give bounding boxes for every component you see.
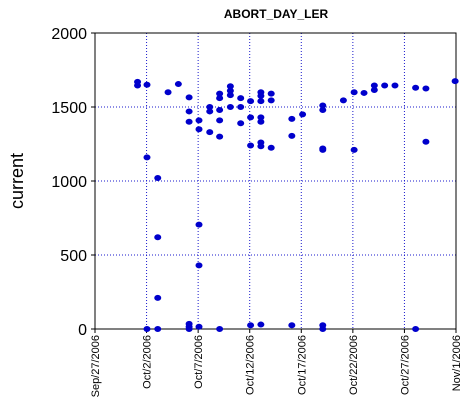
data-point (206, 104, 214, 110)
data-point (319, 326, 327, 332)
data-point (412, 326, 420, 332)
data-point (257, 98, 265, 105)
data-point (267, 90, 275, 97)
data-point (216, 133, 224, 140)
y-axis-ticks: 0 500 1000 1500 2000 (51, 26, 95, 339)
data-point (267, 97, 275, 104)
y-tick-label: 1500 (51, 100, 87, 117)
data-point (339, 97, 347, 104)
data-point (216, 106, 224, 113)
data-point (154, 326, 162, 332)
x-tick-label: Sep/27/2006 (90, 335, 102, 397)
x-axis-ticks: Sep/27/2006 Oct/2/2006 Oct/7/2006 Oct/12/20… (90, 329, 463, 397)
data-point (195, 323, 203, 330)
data-point (216, 117, 224, 124)
x-tick-label: Oct/7/2006 (193, 335, 205, 389)
data-point (381, 82, 389, 89)
data-point (370, 82, 378, 89)
data-point (216, 95, 224, 102)
data-point (154, 234, 162, 241)
data-point (226, 87, 234, 94)
data-point (185, 326, 193, 332)
data-point (237, 120, 245, 127)
data-point (195, 117, 203, 124)
data-point (154, 294, 162, 301)
data-point (206, 129, 214, 136)
data-point (185, 108, 193, 115)
data-point (134, 82, 142, 89)
data-point (370, 86, 378, 93)
data-point (247, 114, 255, 121)
data-point (216, 326, 224, 332)
data-point (257, 143, 265, 150)
data-point (257, 92, 265, 99)
y-tick-label: 2000 (51, 26, 87, 43)
x-tick-label: Oct/17/2006 (296, 335, 308, 395)
data-point (237, 104, 245, 110)
y-tick-label: 1000 (51, 174, 87, 191)
chart-title: ABORT_DAY_LER (224, 7, 329, 21)
data-point (350, 146, 358, 153)
x-tick-label: Oct/27/2006 (399, 335, 411, 395)
data-point (257, 114, 265, 121)
data-point (412, 84, 420, 91)
x-tick-label: Oct/2/2006 (142, 335, 154, 389)
data-point (319, 146, 327, 153)
data-point (237, 95, 245, 102)
data-point (319, 102, 327, 109)
data-point (288, 322, 296, 329)
y-tick-label: 0 (78, 322, 87, 339)
data-point (319, 106, 327, 113)
data-point (206, 108, 214, 115)
x-tick-label: Oct/12/2006 (245, 335, 257, 395)
y-tick-label: 500 (60, 248, 87, 265)
x-tick-label: Nov/1/2006 (451, 335, 463, 391)
data-point (360, 89, 368, 96)
data-point (288, 115, 296, 122)
data-point (299, 111, 307, 118)
data-point (247, 322, 255, 329)
data-point (257, 118, 265, 125)
data-point (391, 82, 399, 89)
data-point (185, 94, 193, 101)
data-point (247, 142, 255, 149)
data-point (143, 81, 151, 88)
data-point (226, 104, 234, 110)
data-point (226, 92, 234, 99)
y-axis-label: current (7, 153, 27, 209)
data-point (288, 132, 296, 139)
data-point (451, 78, 459, 85)
data-point (216, 90, 224, 97)
data-point (195, 262, 203, 269)
data-point (185, 118, 193, 125)
data-point (267, 144, 275, 151)
data-points (134, 78, 459, 332)
x-tick-label: Oct/22/2006 (348, 335, 360, 395)
data-point (422, 85, 430, 92)
data-point (174, 81, 182, 88)
data-point (350, 89, 358, 96)
data-point (154, 175, 162, 182)
data-point (247, 98, 255, 105)
data-point (422, 138, 430, 145)
data-point (195, 221, 203, 228)
grid-lines (95, 33, 456, 329)
data-point (143, 326, 151, 332)
data-point (195, 126, 203, 133)
data-point (226, 83, 234, 90)
data-point (143, 154, 151, 161)
data-point (257, 321, 265, 328)
data-point (164, 89, 172, 96)
